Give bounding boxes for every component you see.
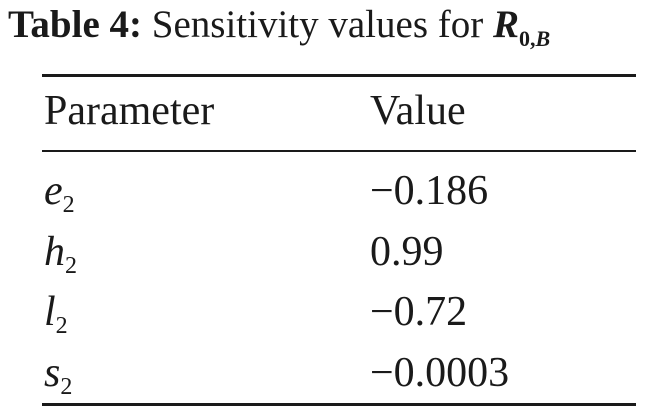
value-h2: 0.99 (370, 229, 444, 275)
param-subscript: 2 (55, 313, 68, 339)
param-l2: l2 (44, 287, 68, 351)
param-subscript: 2 (65, 253, 77, 279)
caption-sub-comma: , (530, 26, 536, 51)
param-symbol: h (44, 229, 65, 275)
caption-sub-zero: 0 (519, 26, 530, 51)
bottom-rule (42, 403, 636, 406)
caption-symbol-letter: R (492, 3, 519, 46)
param-subscript: 2 (62, 192, 75, 218)
top-rule (42, 74, 636, 77)
param-symbol: s (44, 350, 61, 396)
caption-sub-b: B (535, 26, 551, 51)
param-s2: s2 (44, 348, 72, 412)
caption-text: Sensitivity values for (151, 3, 484, 46)
param-subscript: 2 (60, 374, 73, 400)
value-s2: −0.0003 (370, 350, 510, 396)
param-symbol: l (44, 289, 56, 335)
header-rule (42, 150, 636, 152)
header-parameter: Parameter (44, 88, 215, 134)
param-symbol: e (44, 168, 63, 214)
value-e2: −0.186 (370, 168, 489, 214)
value-l2: −0.72 (370, 289, 468, 335)
param-e2: e2 (44, 166, 75, 230)
caption-symbol-subscript: 0,B (519, 26, 550, 51)
caption-label: Table 4: (8, 3, 143, 46)
table-caption: Table 4: Sensitivity values for R0,B (8, 2, 550, 62)
header-value: Value (370, 88, 466, 134)
caption-symbol: R0,B (492, 3, 550, 51)
param-h2: h2 (44, 227, 77, 291)
